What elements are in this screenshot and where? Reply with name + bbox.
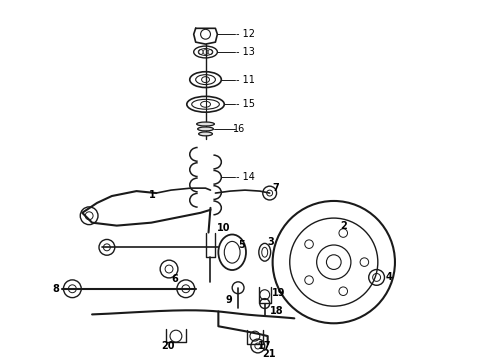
Text: 21: 21 xyxy=(262,349,275,359)
Text: 1: 1 xyxy=(149,190,156,200)
Text: 6: 6 xyxy=(171,274,178,284)
Text: - 11: - 11 xyxy=(236,75,255,85)
Text: 19: 19 xyxy=(271,288,285,298)
Text: 4: 4 xyxy=(386,273,392,282)
Text: 2: 2 xyxy=(341,221,347,231)
Text: 5: 5 xyxy=(238,240,245,250)
Text: 9: 9 xyxy=(225,294,232,305)
Text: - 13: - 13 xyxy=(236,47,255,57)
Text: 7: 7 xyxy=(272,183,279,193)
Ellipse shape xyxy=(197,127,214,131)
Text: 3: 3 xyxy=(268,237,274,247)
Text: 17: 17 xyxy=(258,341,271,351)
Text: - 15: - 15 xyxy=(236,99,255,109)
Text: - 12: - 12 xyxy=(236,29,255,39)
Text: 10: 10 xyxy=(218,222,231,233)
Text: 8: 8 xyxy=(52,284,59,294)
Ellipse shape xyxy=(198,132,213,136)
Ellipse shape xyxy=(196,122,215,126)
Text: 16: 16 xyxy=(233,124,245,134)
Text: 18: 18 xyxy=(270,306,283,316)
Text: - 14: - 14 xyxy=(236,172,255,182)
Text: 20: 20 xyxy=(161,341,174,351)
